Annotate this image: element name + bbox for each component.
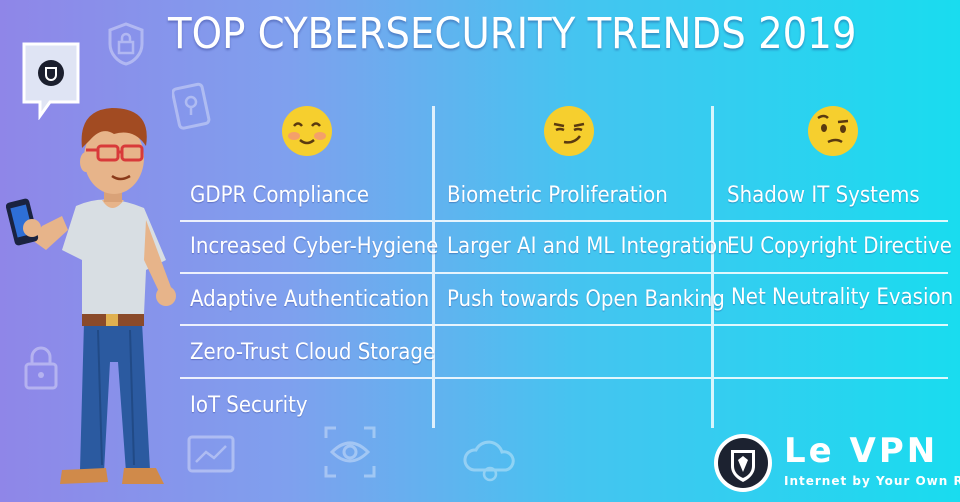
cloud-lock-icon — [463, 440, 515, 482]
logo-tagline: Internet by Your Own Rules — [784, 474, 960, 488]
smirking-emoji-icon — [544, 106, 594, 156]
row-divider — [714, 324, 948, 326]
row-divider — [435, 272, 711, 274]
row-divider — [714, 377, 948, 379]
trend-item: EU Copyright Directive — [727, 234, 952, 259]
trend-item: IoT Security — [190, 393, 308, 418]
padlock-icon — [24, 346, 58, 390]
trend-item: Biometric Proliferation — [447, 183, 668, 208]
logo-name: Le VPN — [784, 431, 939, 471]
row-divider — [180, 272, 432, 274]
row-divider — [714, 272, 948, 274]
man-with-phone-illustration — [6, 108, 176, 484]
trend-item: Increased Cyber-Hygiene — [190, 234, 439, 259]
shield-lock-icon — [108, 22, 144, 66]
row-divider — [180, 220, 432, 222]
thinking-raised-eyebrow-emoji-icon — [808, 106, 858, 156]
speech-bubble-icon — [22, 42, 80, 120]
trend-item: Shadow IT Systems — [727, 183, 920, 208]
trend-item: Net Neutrality Evasion — [731, 285, 954, 310]
page-title: TOP CYBERSECURITY TRENDS 2019 — [168, 9, 857, 59]
trend-item: Adaptive Authentication — [190, 287, 430, 312]
row-divider — [435, 324, 711, 326]
trend-item: GDPR Compliance — [190, 183, 370, 208]
le-vpn-logo: Le VPN Internet by Your Own Rules — [712, 430, 960, 496]
column-divider — [432, 106, 435, 428]
row-divider — [714, 220, 948, 222]
chart-screen-icon — [187, 435, 235, 473]
row-divider — [180, 377, 432, 379]
eye-scan-icon — [324, 426, 376, 478]
blushing-smile-emoji-icon — [282, 106, 332, 156]
keyhole-card-icon — [172, 82, 211, 130]
trend-item: Push towards Open Banking — [447, 287, 725, 312]
trend-item: Larger AI and ML Integration — [447, 234, 730, 259]
le-vpn-shield-icon — [714, 434, 772, 492]
trend-item: Zero-Trust Cloud Storage — [190, 340, 436, 365]
row-divider — [180, 324, 432, 326]
row-divider — [435, 220, 711, 222]
row-divider — [435, 377, 711, 379]
column-divider — [711, 106, 714, 428]
